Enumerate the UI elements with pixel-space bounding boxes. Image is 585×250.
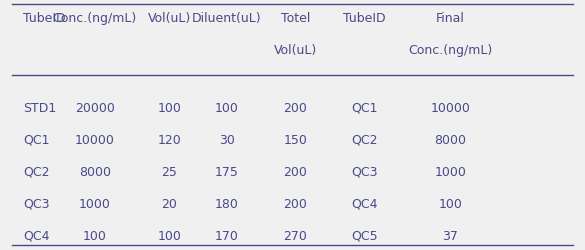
Text: QC1: QC1 (351, 102, 377, 114)
Text: 200: 200 (283, 165, 307, 178)
Text: 30: 30 (219, 133, 235, 146)
Text: 150: 150 (283, 133, 307, 146)
Text: 200: 200 (283, 197, 307, 210)
Text: 20: 20 (161, 197, 177, 210)
Text: 180: 180 (215, 197, 239, 210)
Text: QC1: QC1 (23, 133, 50, 146)
Text: 1000: 1000 (79, 197, 111, 210)
Text: 175: 175 (215, 165, 239, 178)
Text: 10000: 10000 (75, 133, 115, 146)
Text: Conc.(ng/mL): Conc.(ng/mL) (408, 44, 493, 57)
Text: QC4: QC4 (351, 197, 377, 210)
Text: 100: 100 (82, 229, 106, 242)
Text: 170: 170 (215, 229, 239, 242)
Text: 100: 100 (157, 102, 181, 114)
Text: 25: 25 (161, 165, 177, 178)
Text: 100: 100 (438, 197, 462, 210)
Text: 1000: 1000 (434, 165, 466, 178)
Text: 20000: 20000 (75, 102, 115, 114)
Text: QC3: QC3 (23, 197, 50, 210)
Text: QC2: QC2 (23, 165, 50, 178)
Text: TubeID: TubeID (23, 12, 66, 24)
Text: 270: 270 (283, 229, 307, 242)
Text: 100: 100 (215, 102, 239, 114)
Text: 120: 120 (157, 133, 181, 146)
Text: Vol(uL): Vol(uL) (274, 44, 317, 57)
Text: Vol(uL): Vol(uL) (147, 12, 191, 24)
Text: QC5: QC5 (351, 229, 377, 242)
Text: 8000: 8000 (434, 133, 466, 146)
Text: 37: 37 (442, 229, 458, 242)
Text: QC3: QC3 (351, 165, 377, 178)
Text: QC4: QC4 (23, 229, 50, 242)
Text: 10000: 10000 (430, 102, 470, 114)
Text: STD1: STD1 (23, 102, 56, 114)
Text: 100: 100 (157, 229, 181, 242)
Text: Totel: Totel (281, 12, 310, 24)
Text: QC2: QC2 (351, 133, 377, 146)
Text: Diluent(uL): Diluent(uL) (192, 12, 261, 24)
Text: Conc.(ng/mL): Conc.(ng/mL) (53, 12, 137, 24)
Text: Final: Final (436, 12, 464, 24)
Text: TubeID: TubeID (343, 12, 386, 24)
Text: 8000: 8000 (79, 165, 111, 178)
Text: 200: 200 (283, 102, 307, 114)
